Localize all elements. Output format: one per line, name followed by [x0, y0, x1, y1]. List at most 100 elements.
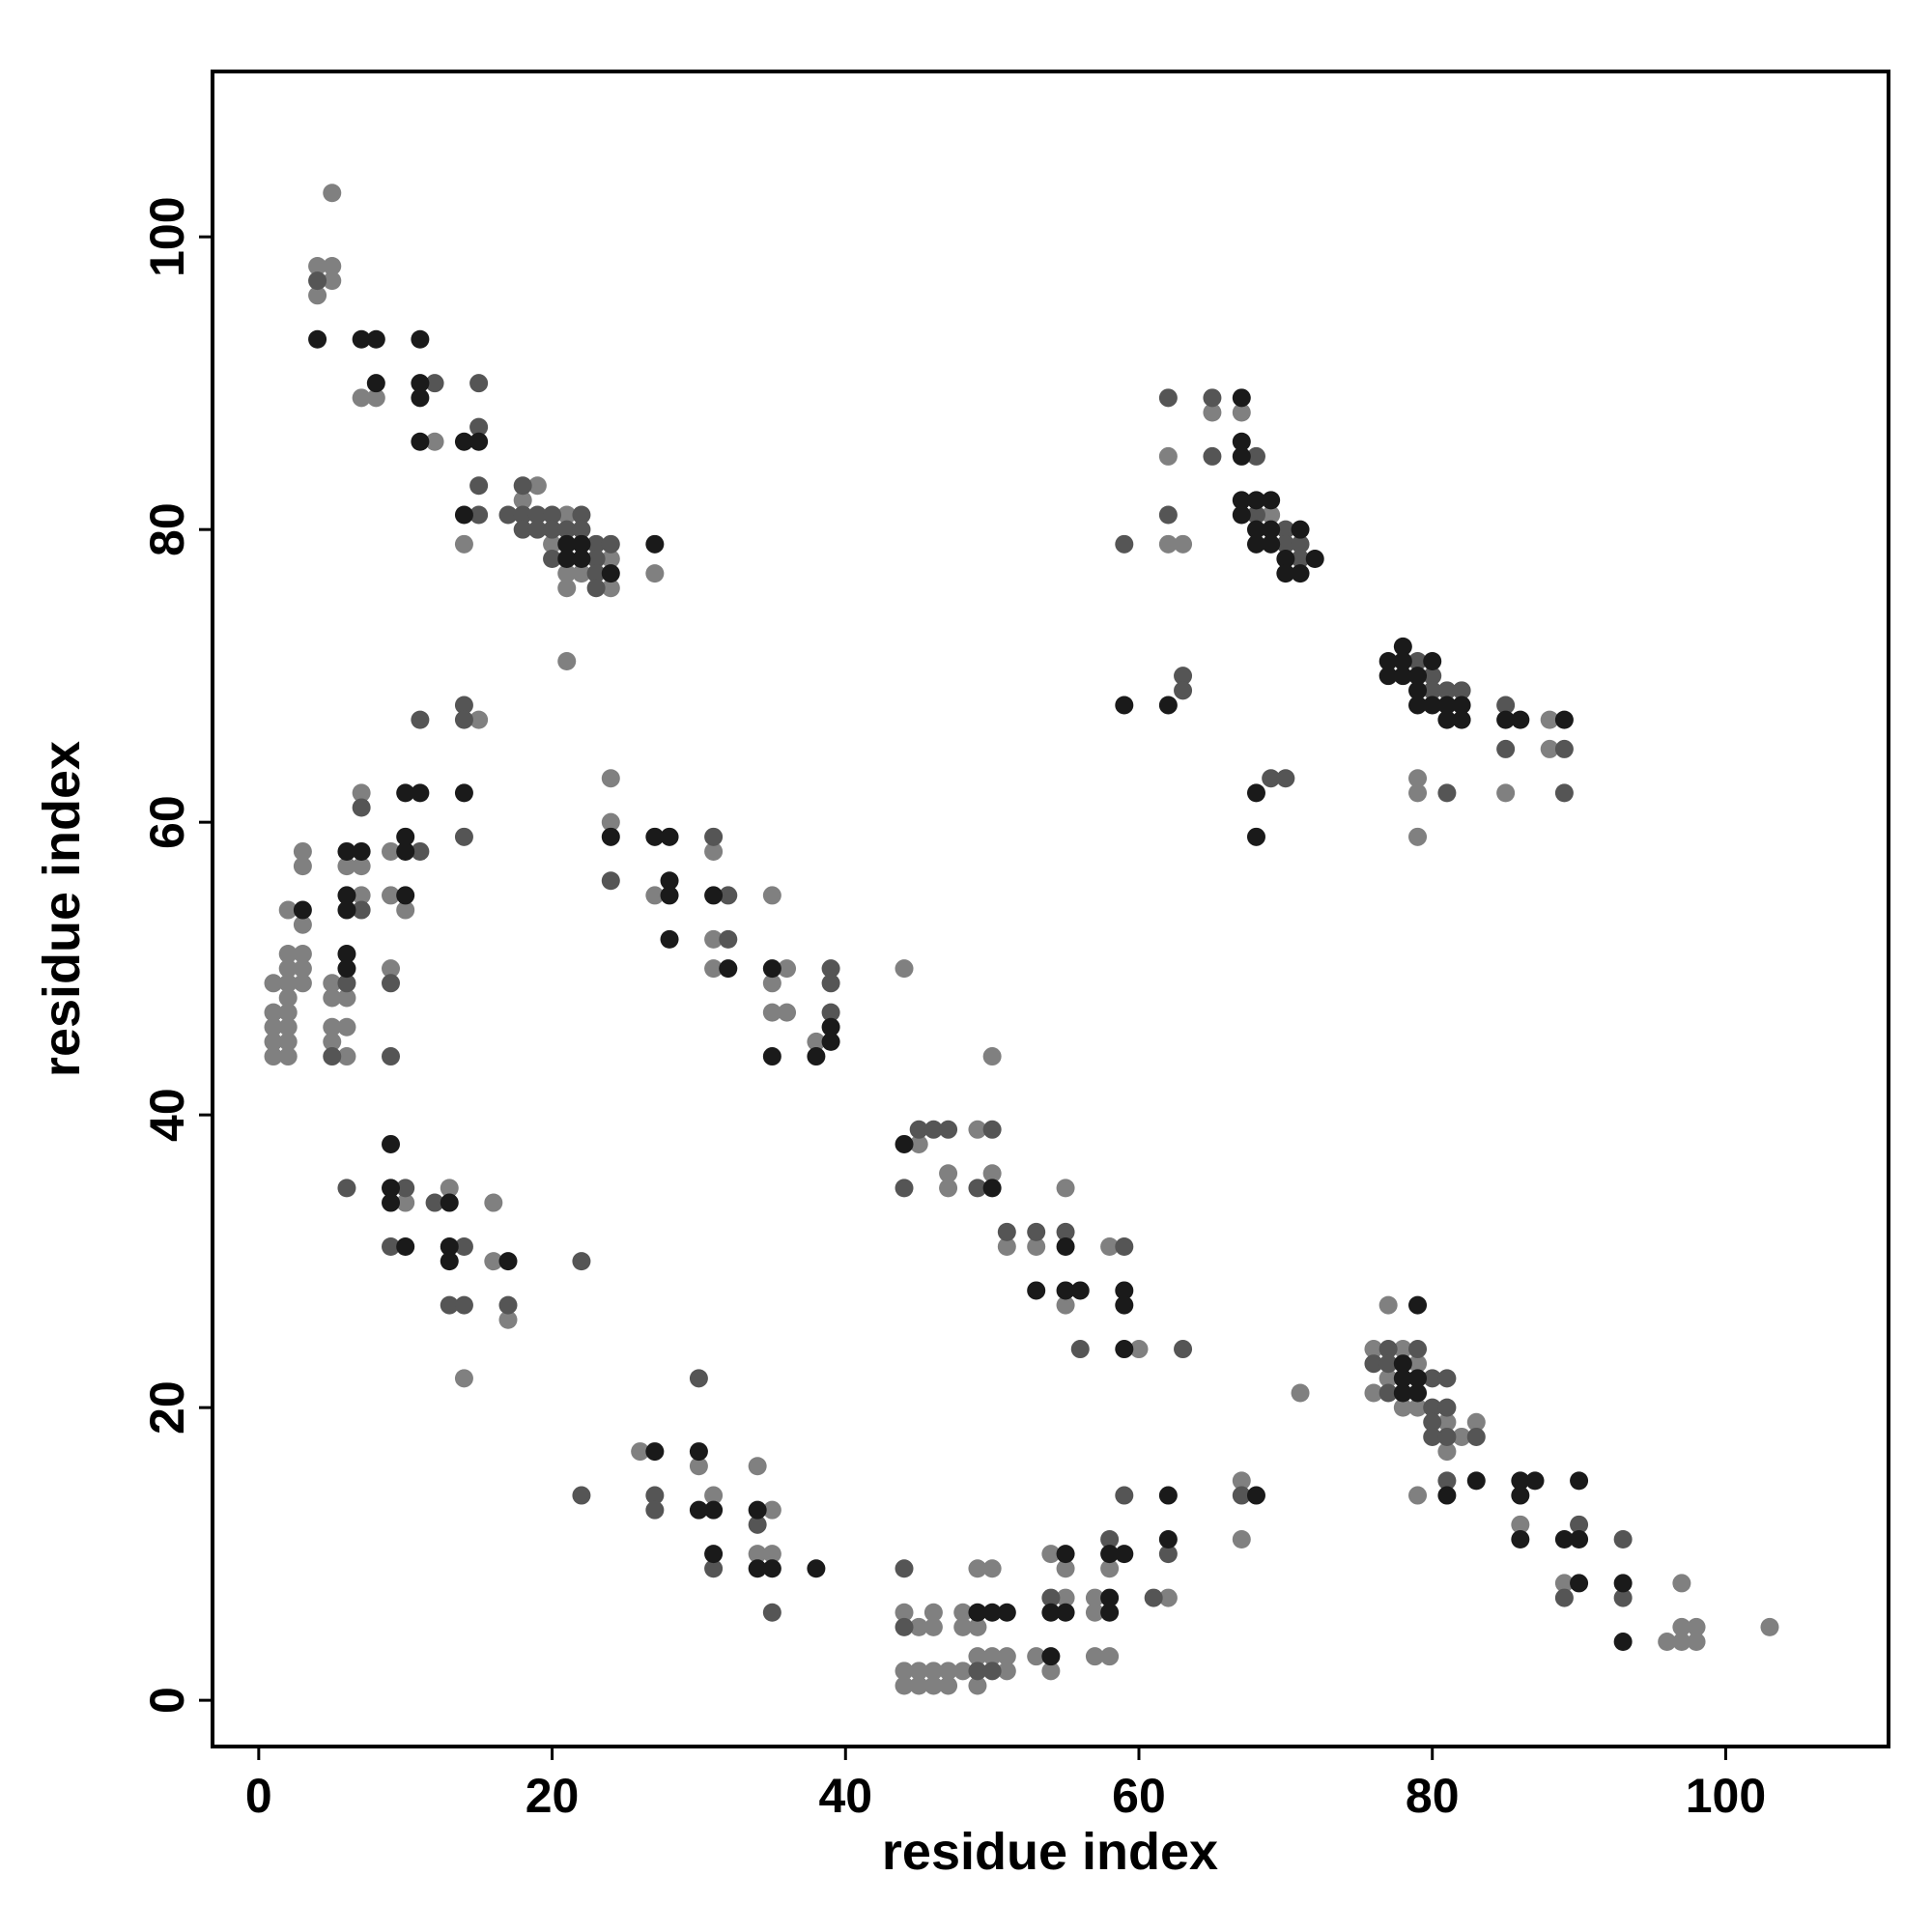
- point: [543, 549, 562, 568]
- point: [264, 1017, 283, 1037]
- point: [1408, 681, 1428, 700]
- point: [1115, 1545, 1134, 1564]
- point: [293, 945, 312, 964]
- point: [1408, 1398, 1428, 1417]
- point: [923, 1676, 943, 1695]
- point: [454, 1369, 473, 1388]
- point: [264, 1032, 283, 1051]
- point: [323, 1047, 342, 1066]
- point: [762, 1500, 781, 1520]
- x-tick-label: 0: [245, 1769, 272, 1823]
- y-tick-label: 0: [140, 1687, 194, 1714]
- point: [645, 827, 665, 846]
- point: [382, 1134, 401, 1153]
- point: [1041, 1647, 1061, 1666]
- point: [1246, 520, 1265, 539]
- point: [1511, 710, 1530, 729]
- point: [953, 1662, 973, 1681]
- point: [1070, 1281, 1090, 1300]
- point: [601, 871, 620, 891]
- point: [1291, 564, 1310, 583]
- point: [1027, 1647, 1046, 1666]
- point: [1452, 696, 1471, 715]
- point: [586, 579, 606, 598]
- point: [308, 286, 327, 305]
- point: [968, 1647, 987, 1666]
- x-axis-label: residue index: [882, 1823, 1218, 1881]
- point: [1378, 1369, 1398, 1388]
- point: [264, 974, 283, 993]
- point: [1056, 1179, 1075, 1198]
- point: [689, 1457, 708, 1476]
- point: [645, 886, 665, 905]
- point: [278, 900, 298, 920]
- point: [1158, 1529, 1178, 1548]
- point: [895, 1559, 914, 1578]
- point: [1232, 1486, 1251, 1505]
- point: [1378, 1354, 1398, 1374]
- point: [1613, 1633, 1633, 1652]
- point: [704, 886, 724, 905]
- point: [719, 886, 738, 905]
- point: [1115, 696, 1134, 715]
- point: [1437, 783, 1457, 803]
- point: [909, 1120, 928, 1139]
- point: [909, 1134, 928, 1153]
- point: [1687, 1633, 1706, 1652]
- point: [337, 945, 356, 964]
- point: [543, 534, 562, 554]
- point: [454, 1295, 473, 1315]
- point: [1115, 534, 1134, 554]
- point: [337, 988, 356, 1008]
- point: [396, 1179, 415, 1198]
- point: [278, 1047, 298, 1066]
- point: [1144, 1588, 1163, 1607]
- point: [543, 505, 562, 525]
- point: [1041, 1603, 1061, 1622]
- point: [337, 1179, 356, 1198]
- point: [1393, 1383, 1412, 1403]
- y-axis-label: residue index: [33, 741, 91, 1077]
- point: [527, 505, 547, 525]
- point: [939, 1164, 958, 1183]
- point: [1158, 696, 1178, 715]
- point: [1056, 1295, 1075, 1315]
- point: [762, 1559, 781, 1578]
- point: [1393, 667, 1412, 686]
- point: [396, 783, 415, 803]
- point: [543, 520, 562, 539]
- point: [1408, 1486, 1428, 1505]
- point: [323, 974, 342, 993]
- point: [293, 841, 312, 861]
- point: [411, 374, 430, 393]
- point: [762, 1545, 781, 1564]
- point: [337, 857, 356, 876]
- point: [1452, 1427, 1471, 1446]
- point: [1041, 1588, 1061, 1607]
- point: [982, 1647, 1002, 1666]
- point: [498, 505, 518, 525]
- point: [396, 886, 415, 905]
- point: [1378, 1340, 1398, 1359]
- point: [1262, 534, 1281, 554]
- point: [1041, 1545, 1061, 1564]
- point: [1158, 1588, 1178, 1607]
- point: [1056, 1281, 1075, 1300]
- point: [586, 564, 606, 583]
- point: [953, 1617, 973, 1636]
- point: [997, 1662, 1016, 1681]
- point: [982, 1603, 1002, 1622]
- point: [1496, 739, 1516, 758]
- point: [1158, 505, 1178, 525]
- point: [821, 1003, 840, 1022]
- point: [454, 534, 473, 554]
- point: [352, 329, 371, 349]
- point: [396, 1193, 415, 1212]
- point: [1525, 1471, 1545, 1491]
- point: [337, 1017, 356, 1037]
- point: [1687, 1617, 1706, 1636]
- point: [1437, 710, 1457, 729]
- point: [895, 1662, 914, 1681]
- point: [1378, 1383, 1398, 1403]
- point: [469, 505, 489, 525]
